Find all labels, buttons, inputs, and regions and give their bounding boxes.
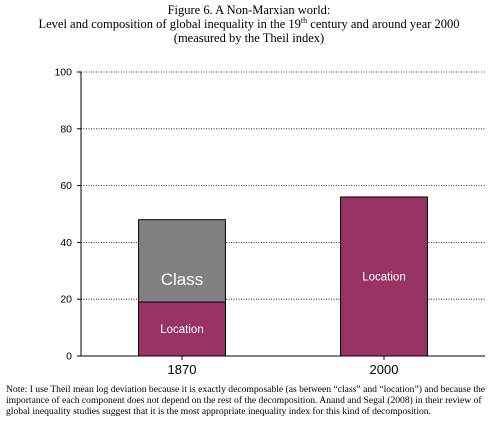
y-tick-label: 100 (54, 67, 72, 79)
title-line-2-pre: Level and composition of global inequali… (38, 17, 301, 31)
title-line-1: Figure 6. A Non-Marxian world: (167, 3, 331, 17)
y-tick-label: 80 (60, 123, 72, 135)
bar-label-location-2000: Location (362, 271, 405, 283)
axis-layer: 0 20 40 60 80 100 1870 2000 (54, 67, 485, 377)
figure-title: Figure 6. A Non-Marxian world: Level and… (0, 3, 498, 45)
bar-location-2000 (340, 196, 428, 357)
y-tick-label: 40 (60, 237, 72, 249)
title-line-2-sup: th (300, 15, 308, 25)
x-tick-label: 1870 (168, 362, 197, 377)
title-line-3: (measured by the Theil index) (173, 31, 325, 45)
bar-layer: ClassLocationClassLocation (138, 196, 428, 357)
stacked-bar-chart: ClassLocationClassLocation 0204060801001… (54, 67, 485, 377)
title-line-2: Level and composition of global inequali… (0, 15, 498, 31)
y-tick-label: 20 (60, 294, 72, 306)
bar-label-location-1870: Location (160, 324, 203, 336)
bar-location-1870 (138, 301, 226, 357)
y-tick-label: 60 (60, 180, 72, 192)
y-tick-label: 0 (66, 351, 72, 363)
bar-label-class-1870: Class (161, 270, 204, 289)
note-text: Note: I use Theil mean log deviation bec… (6, 384, 486, 418)
title-line-2-post: century and around year 2000 (307, 17, 460, 31)
x-tick-label: 2000 (370, 362, 399, 377)
